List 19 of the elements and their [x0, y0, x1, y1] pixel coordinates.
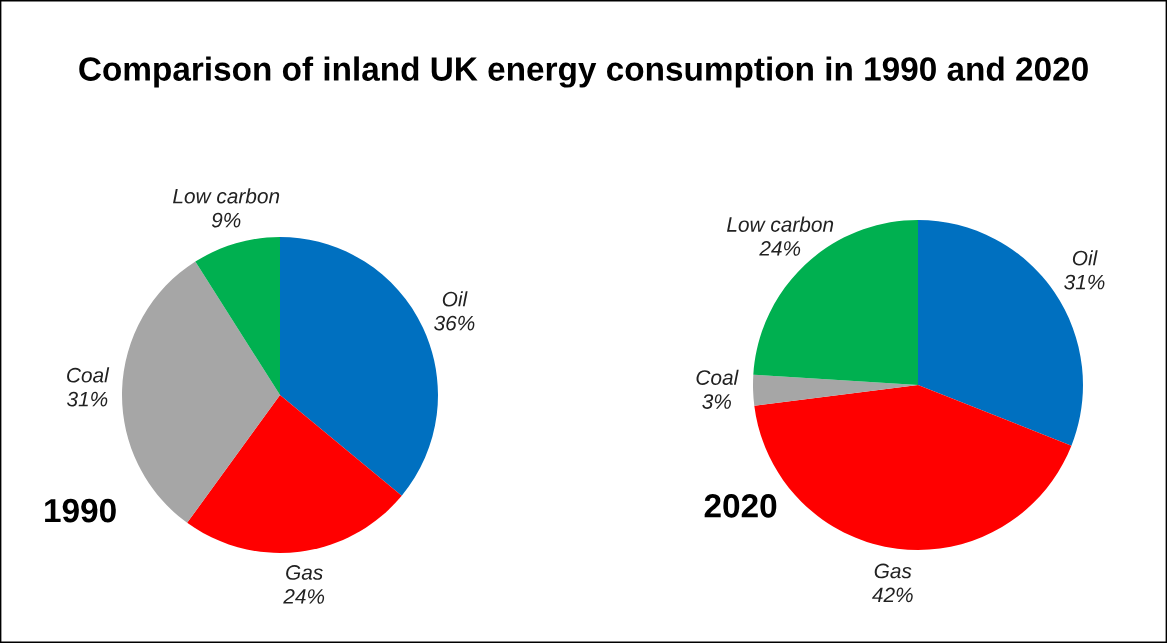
data-label: 36%	[434, 315, 475, 331]
slice-label: Coal	[696, 369, 739, 385]
text: Comparison of inland UK energy consumption in 1990 and 2020	[79, 56, 1088, 88]
text: 1990	[45, 498, 116, 523]
data-label: 9%	[211, 212, 241, 228]
slice-label: Gas	[286, 565, 323, 580]
slice-label: Oil	[1072, 250, 1098, 266]
data-label: 3%	[702, 394, 731, 409]
slice-label: Low carbon	[173, 188, 280, 204]
data-label: 42%	[872, 587, 913, 603]
data-label: 31%	[1064, 274, 1105, 290]
slice-label: Oil	[442, 291, 468, 307]
data-label: 24%	[283, 589, 325, 604]
text: 2020	[704, 494, 777, 518]
data-label: 24%	[759, 241, 801, 256]
slice-label: Low carbon	[726, 216, 834, 232]
slice-label: Gas	[874, 563, 912, 579]
slice-label: Coal	[67, 367, 110, 383]
data-label: 31%	[66, 391, 108, 407]
